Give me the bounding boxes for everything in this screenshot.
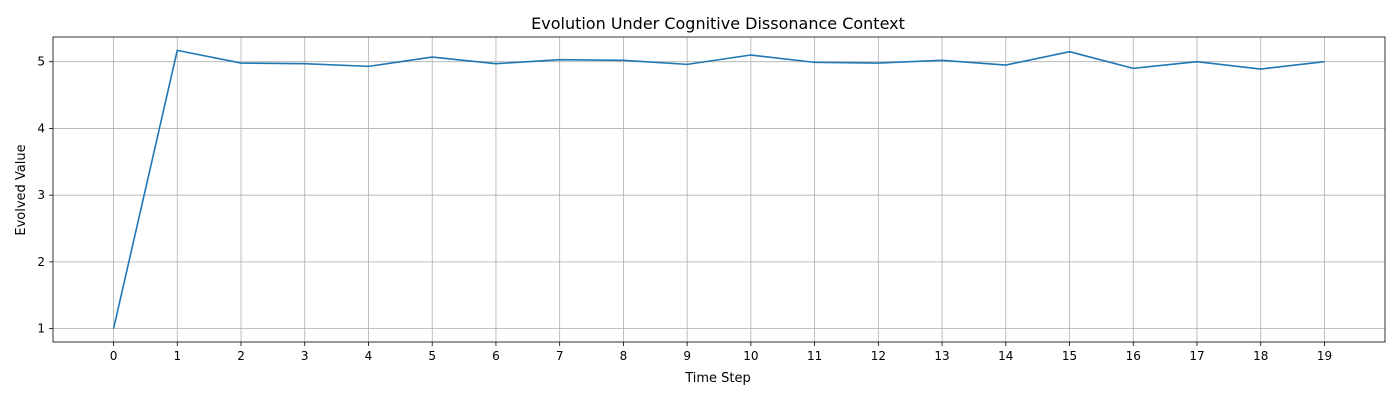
x-tick-label: 11 xyxy=(807,349,822,363)
x-tick-label: 2 xyxy=(237,349,245,363)
x-tick-label: 5 xyxy=(428,349,436,363)
y-axis-label: Evolved Value xyxy=(14,144,29,235)
series-line xyxy=(112,49,1325,329)
x-tick-label: 17 xyxy=(1189,349,1204,363)
x-tick-label: 0 xyxy=(110,349,118,363)
x-tick-label: 13 xyxy=(934,349,949,363)
x-tick-label: 1 xyxy=(173,349,181,363)
y-tick-label: 1 xyxy=(37,322,45,336)
x-tick-label: 6 xyxy=(492,349,500,363)
x-tick-label: 18 xyxy=(1253,349,1268,363)
y-tick-label: 3 xyxy=(37,188,45,202)
plot-frame xyxy=(52,36,1386,343)
x-tick-label: 8 xyxy=(620,349,628,363)
axes xyxy=(52,36,1386,343)
x-tick-label: 3 xyxy=(301,349,309,363)
y-tick-label: 4 xyxy=(37,121,45,135)
x-tick-label: 15 xyxy=(1062,349,1077,363)
grid xyxy=(53,37,1385,342)
chart-title: Evolution Under Cognitive Dissonance Con… xyxy=(531,14,905,33)
x-tick-label: 12 xyxy=(871,349,886,363)
x-axis-label: Time Step xyxy=(684,371,751,386)
y-tick-label: 5 xyxy=(37,55,45,69)
x-tick-label: 14 xyxy=(998,349,1013,363)
x-tick-label: 19 xyxy=(1317,349,1332,363)
x-tick-label: 16 xyxy=(1126,349,1141,363)
x-tick-label: 9 xyxy=(683,349,691,363)
x-tick-label: 7 xyxy=(556,349,564,363)
y-tick-label: 2 xyxy=(37,255,45,269)
x-tick-label: 4 xyxy=(365,349,373,363)
x-tick-label: 10 xyxy=(743,349,758,363)
series-layer xyxy=(112,49,1325,329)
